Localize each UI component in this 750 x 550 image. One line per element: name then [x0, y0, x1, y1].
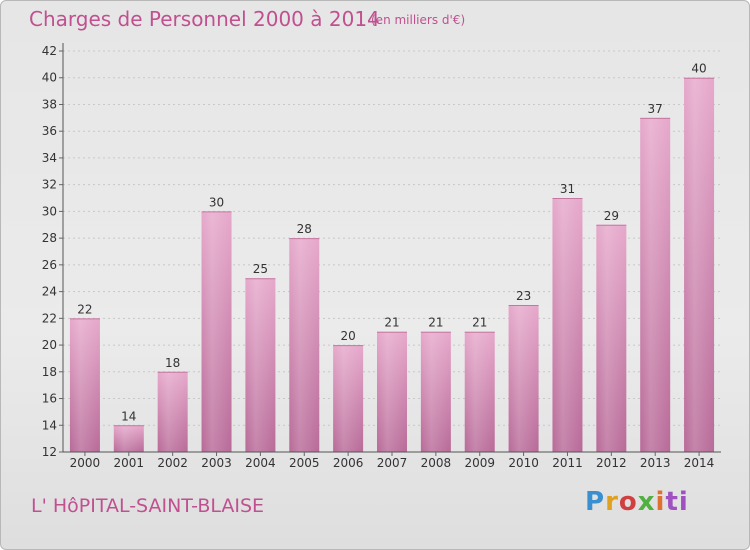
data-label: 30 [209, 195, 224, 209]
x-tick-label: 2011 [552, 456, 583, 470]
x-tick-label: 2006 [333, 456, 364, 470]
x-tick-label: 2014 [684, 456, 715, 470]
chart-subtitle: (en milliers d'€) [371, 13, 466, 27]
y-tick-label: 30 [42, 204, 57, 218]
bar-highlight [420, 331, 451, 452]
y-tick-label: 14 [42, 418, 57, 432]
bar-highlight [201, 211, 232, 452]
y-tick-label: 20 [42, 338, 57, 352]
bar-highlight [377, 331, 407, 452]
y-tick-label: 38 [42, 97, 57, 111]
y-tick-label: 22 [42, 311, 57, 325]
bar-highlight [640, 117, 671, 452]
x-tick-label: 2000 [70, 456, 101, 470]
y-tick-label: 42 [42, 44, 57, 58]
y-tick-label: 28 [42, 231, 57, 245]
x-tick-label: 2003 [201, 456, 232, 470]
x-tick-label: 2005 [289, 456, 320, 470]
bar-highlight [333, 345, 364, 452]
bar-highlight [69, 318, 100, 452]
data-label: 21 [384, 316, 399, 330]
x-tick-label: 2002 [157, 456, 188, 470]
data-label: 18 [165, 356, 180, 370]
commune-name: L' HôPITAL-SAINT-BLAISE [31, 495, 265, 517]
x-tick-label: 2001 [114, 456, 145, 470]
y-tick-label: 16 [42, 392, 57, 406]
y-tick-label: 34 [42, 151, 57, 165]
bar-highlight [245, 278, 276, 452]
y-tick-label: 12 [42, 445, 57, 459]
x-tick-label: 2007 [377, 456, 408, 470]
data-label: 31 [560, 182, 575, 196]
data-label: 21 [472, 316, 487, 330]
data-label: 40 [691, 62, 706, 76]
bar-highlight [113, 425, 144, 452]
bar-highlight [464, 331, 495, 452]
data-label: 20 [340, 329, 355, 343]
x-tick-label: 2013 [640, 456, 671, 470]
y-tick-label: 36 [42, 124, 57, 138]
proxiti-logo: Proxiti [585, 487, 689, 517]
y-tick-label: 40 [42, 71, 57, 85]
data-label: 28 [297, 222, 312, 236]
y-tick-label: 26 [42, 258, 57, 272]
bar-highlight [508, 304, 539, 452]
data-label: 21 [428, 316, 443, 330]
x-tick-label: 2010 [508, 456, 539, 470]
chart-title: Charges de Personnel 2000 à 2014 [29, 7, 380, 31]
bar-highlight [684, 77, 715, 452]
bar-highlight [289, 238, 320, 452]
bar-highlight [552, 198, 583, 452]
data-label: 23 [516, 289, 531, 303]
y-tick-label: 32 [42, 178, 57, 192]
bar-highlight [157, 371, 188, 452]
data-label: 37 [648, 102, 663, 116]
data-label: 22 [77, 302, 92, 316]
y-tick-label: 18 [42, 365, 57, 379]
bar-highlight [596, 224, 627, 452]
data-label: 29 [604, 209, 619, 223]
x-tick-label: 2012 [596, 456, 627, 470]
x-tick-label: 2004 [245, 456, 276, 470]
data-label: 25 [253, 262, 268, 276]
y-tick-label: 24 [42, 285, 57, 299]
data-label: 14 [121, 409, 136, 423]
x-tick-label: 2009 [464, 456, 495, 470]
x-tick-label: 2008 [421, 456, 452, 470]
